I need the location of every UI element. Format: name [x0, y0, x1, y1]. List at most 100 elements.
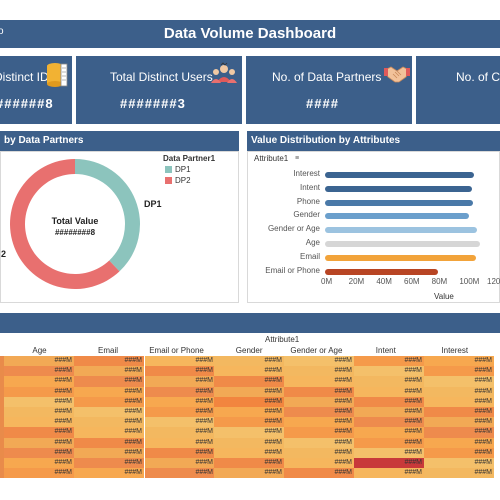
- heatmap-cell[interactable]: ###M: [4, 356, 74, 367]
- heatmap-column-header[interactable]: Gender: [235, 346, 263, 355]
- heatmap-cell[interactable]: ###M: [4, 417, 74, 428]
- heatmap-cell[interactable]: ###M: [74, 376, 144, 387]
- heatmap-cell[interactable]: ###M: [214, 407, 284, 418]
- heatmap-cell[interactable]: ###M: [214, 417, 284, 428]
- donut-slice-dp2[interactable]: [9, 159, 120, 289]
- heatmap-cell[interactable]: ###M: [74, 468, 144, 479]
- bar-email-or-phone[interactable]: [325, 268, 439, 275]
- heatmap-column-header[interactable]: Email: [98, 346, 119, 355]
- heatmap-cell[interactable]: ###M: [145, 437, 215, 448]
- heatmap-cell[interactable]: ###M: [214, 447, 284, 458]
- heatmap-cell[interactable]: ###M: [424, 396, 494, 407]
- heatmap-cell[interactable]: ###M: [74, 386, 144, 397]
- heatmap-cell[interactable]: ###M: [424, 417, 494, 428]
- heatmap-column-header[interactable]: Gender or Age: [290, 346, 343, 355]
- heatmap-cell[interactable]: ###M: [284, 447, 354, 458]
- heatmap-cell[interactable]: ###M: [284, 407, 354, 418]
- heatmap-cell[interactable]: ###M: [354, 386, 424, 397]
- heatmap-cell[interactable]: ###M: [214, 458, 284, 469]
- heatmap-cell[interactable]: ###M: [424, 356, 494, 367]
- heatmap-column-header[interactable]: Intent: [375, 346, 396, 355]
- heatmap-cell[interactable]: ###M: [354, 468, 424, 479]
- heatmap-cell[interactable]: ###M: [354, 407, 424, 418]
- heatmap-cell[interactable]: ###M: [284, 356, 354, 367]
- donut-slice-dp1[interactable]: [75, 159, 140, 272]
- heatmap-cell[interactable]: ###M: [145, 468, 215, 479]
- heatmap-cell[interactable]: ###M: [4, 407, 74, 418]
- heatmap-cell[interactable]: ###M: [145, 407, 215, 418]
- heatmap-cell[interactable]: ###M: [354, 458, 424, 469]
- heatmap-cell[interactable]: ###M: [74, 417, 144, 428]
- heatmap-cell[interactable]: ###M: [214, 396, 284, 407]
- legend-item-dp2[interactable]: DP2: [175, 176, 191, 185]
- heatmap-cell[interactable]: ###M: [214, 386, 284, 397]
- heatmap-cell[interactable]: ###M: [74, 427, 144, 438]
- sort-icon[interactable]: ≡: [295, 155, 300, 162]
- bar-interest[interactable]: [325, 172, 475, 178]
- heatmap-cell[interactable]: ###M: [74, 458, 144, 469]
- heatmap-cell[interactable]: ###M: [4, 366, 74, 377]
- heatmap-cell[interactable]: ###M: [424, 427, 494, 438]
- bar-gender-or-age[interactable]: [325, 227, 478, 234]
- heatmap-cell[interactable]: ###M: [424, 376, 494, 387]
- heatmap-cell[interactable]: ###M: [214, 376, 284, 387]
- heatmap-cell[interactable]: ###M: [424, 447, 494, 458]
- bar-email[interactable]: [325, 254, 476, 261]
- heatmap-cell[interactable]: ###M: [74, 396, 144, 407]
- bar-age[interactable]: [325, 241, 480, 247]
- heatmap-cell[interactable]: ###M: [424, 468, 494, 479]
- heatmap-cell[interactable]: ###M: [354, 396, 424, 407]
- heatmap-cell[interactable]: ###M: [214, 437, 284, 448]
- heatmap-cell[interactable]: ###M: [214, 427, 284, 438]
- heatmap-cell[interactable]: ###M: [4, 427, 74, 438]
- heatmap-cell[interactable]: ###M: [354, 356, 424, 367]
- heatmap-column-header[interactable]: Age: [32, 346, 47, 355]
- heatmap-cell[interactable]: ###M: [4, 376, 74, 387]
- heatmap-cell[interactable]: ###M: [424, 458, 494, 469]
- heatmap-cell[interactable]: ###M: [145, 396, 215, 407]
- heatmap-cell[interactable]: ###M: [145, 356, 215, 367]
- heatmap-cell[interactable]: ###M: [284, 366, 354, 377]
- bar-phone[interactable]: [325, 199, 474, 206]
- heatmap-cell[interactable]: ###M: [74, 356, 144, 367]
- heatmap-cell[interactable]: ###M: [214, 356, 284, 367]
- heatmap-cell[interactable]: ###M: [4, 458, 74, 469]
- heatmap-cell[interactable]: ###M: [284, 437, 354, 448]
- heatmap-cell[interactable]: ###M: [424, 386, 494, 397]
- heatmap-cell[interactable]: ###M: [284, 417, 354, 428]
- heatmap-cell[interactable]: ###M: [284, 468, 354, 479]
- heatmap-cell[interactable]: ###M: [214, 468, 284, 479]
- heatmap-cell[interactable]: ###M: [145, 427, 215, 438]
- heatmap-cell[interactable]: ###M: [354, 366, 424, 377]
- heatmap-cell[interactable]: ###M: [74, 366, 144, 377]
- heatmap-cell[interactable]: ###M: [74, 437, 144, 448]
- heatmap-cell[interactable]: ###M: [354, 427, 424, 438]
- heatmap-cell[interactable]: ###M: [354, 417, 424, 428]
- heatmap-cell[interactable]: ###M: [4, 447, 74, 458]
- heatmap-cell[interactable]: ###M: [74, 447, 144, 458]
- heatmap-cell[interactable]: ###M: [424, 407, 494, 418]
- heatmap-cell[interactable]: ###M: [354, 376, 424, 387]
- heatmap-cell[interactable]: ###M: [145, 458, 215, 469]
- heatmap-cell[interactable]: ###M: [4, 396, 74, 407]
- heatmap-cell[interactable]: ###M: [4, 468, 74, 479]
- heatmap-cell[interactable]: ###M: [74, 407, 144, 418]
- heatmap-cell[interactable]: ###M: [424, 437, 494, 448]
- heatmap-cell[interactable]: ###M: [145, 376, 215, 387]
- bar-gender[interactable]: [325, 213, 469, 220]
- heatmap-cell[interactable]: ###M: [4, 437, 74, 448]
- heatmap-cell[interactable]: ###M: [284, 376, 354, 387]
- heatmap-cell[interactable]: ###M: [284, 427, 354, 438]
- heatmap-column-header[interactable]: Email or Phone: [149, 346, 204, 355]
- heatmap-cell[interactable]: ###M: [214, 366, 284, 377]
- heatmap-cell[interactable]: ###M: [284, 458, 354, 469]
- heatmap-cell[interactable]: ###M: [145, 386, 215, 397]
- heatmap-cell[interactable]: ###M: [284, 386, 354, 397]
- heatmap-cell[interactable]: ###M: [354, 447, 424, 458]
- legend-item-dp1[interactable]: DP1: [175, 165, 191, 174]
- bar-intent[interactable]: [325, 185, 472, 192]
- heatmap-cell[interactable]: ###M: [424, 366, 494, 377]
- heatmap-cell[interactable]: ###M: [4, 386, 74, 397]
- heatmap-cell[interactable]: ###M: [145, 366, 215, 377]
- heatmap-cell[interactable]: ###M: [145, 447, 215, 458]
